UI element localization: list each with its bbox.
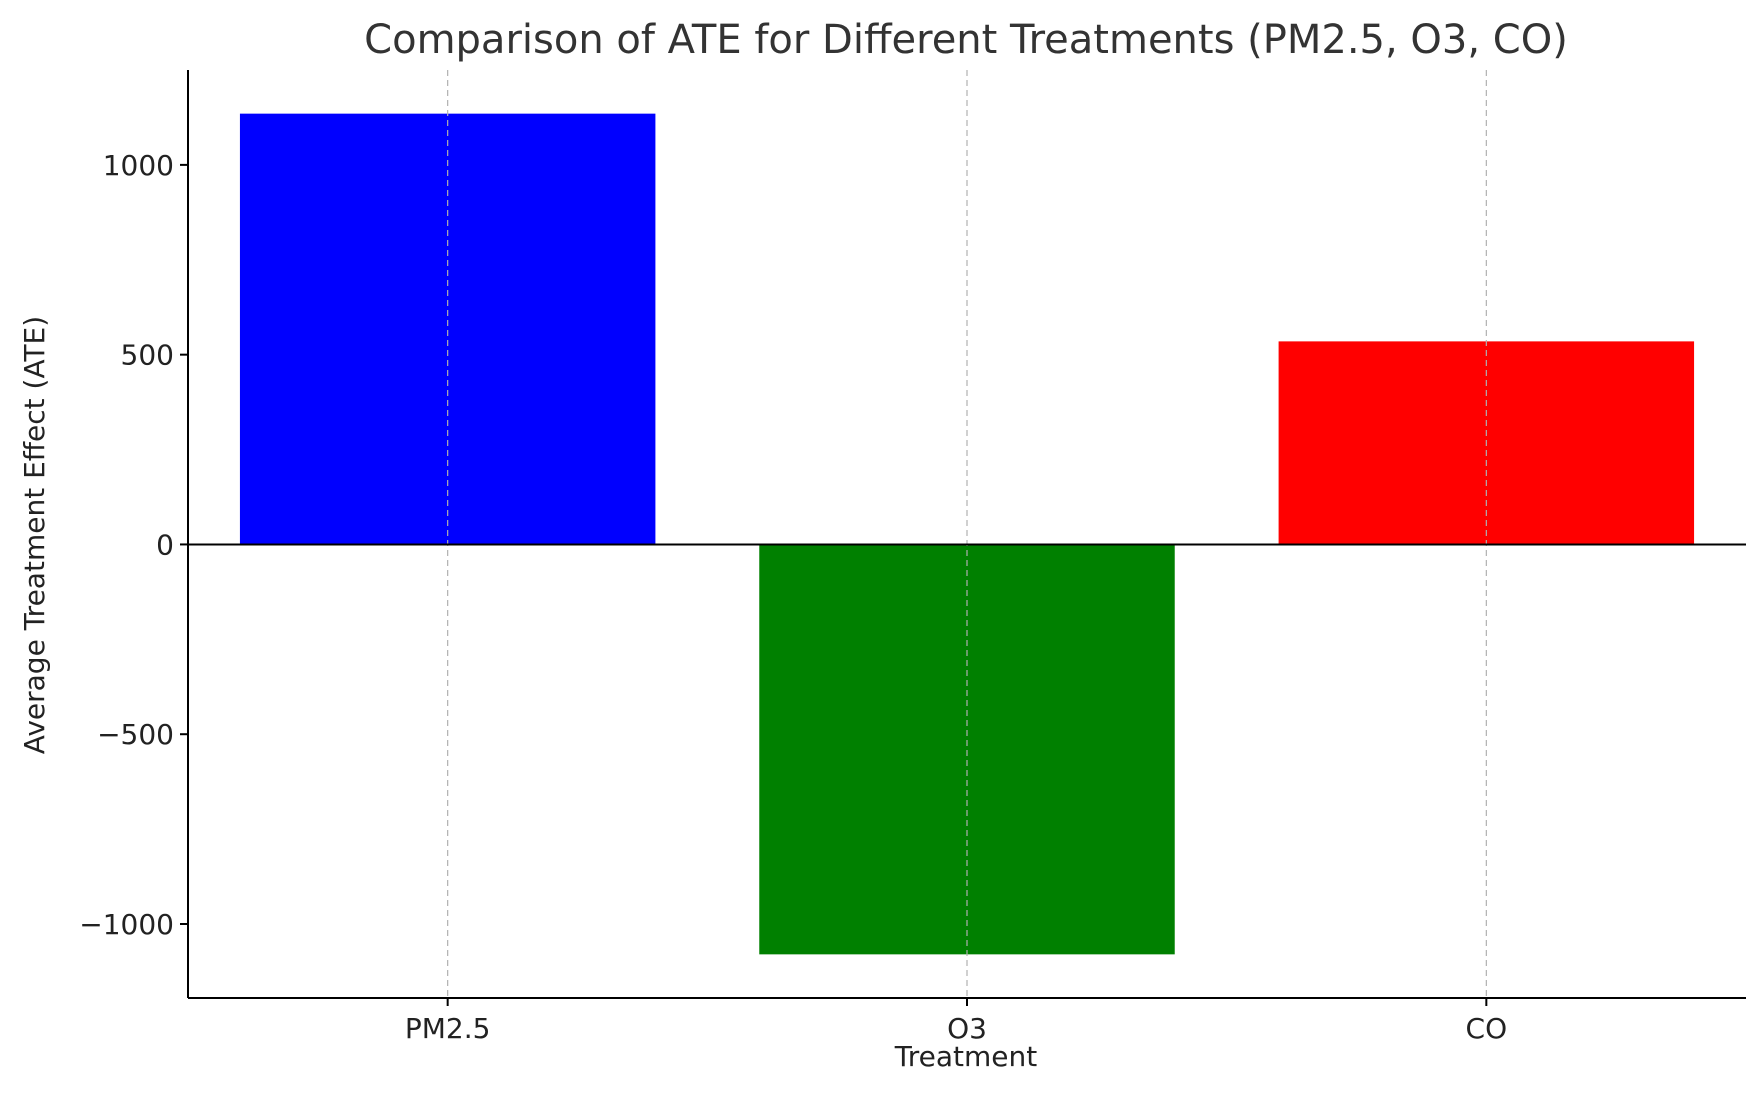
x-axis-ticks: PM2.5 O3 CO bbox=[405, 998, 1507, 1045]
bar-pm2-5 bbox=[239, 113, 656, 545]
y-tick-label: 1000 bbox=[103, 149, 174, 182]
x-tick-label: CO bbox=[1466, 1012, 1508, 1045]
y-tick-label: −1000 bbox=[79, 908, 174, 941]
y-tick-label: −500 bbox=[97, 718, 174, 751]
y-axis-label: Average Treatment Effect (ATE) bbox=[18, 316, 51, 754]
x-tick-label: PM2.5 bbox=[405, 1012, 491, 1045]
y-axis-ticks: −1000 −500 0 500 1000 bbox=[79, 149, 188, 941]
y-tick-label: 500 bbox=[121, 339, 174, 372]
y-tick-label: 0 bbox=[156, 528, 174, 561]
x-axis-label: Treatment bbox=[894, 1040, 1037, 1073]
x-tick-label: O3 bbox=[947, 1012, 987, 1045]
grid-overlay bbox=[447, 70, 1487, 998]
chart-title: Comparison of ATE for Different Treatmen… bbox=[364, 17, 1568, 63]
